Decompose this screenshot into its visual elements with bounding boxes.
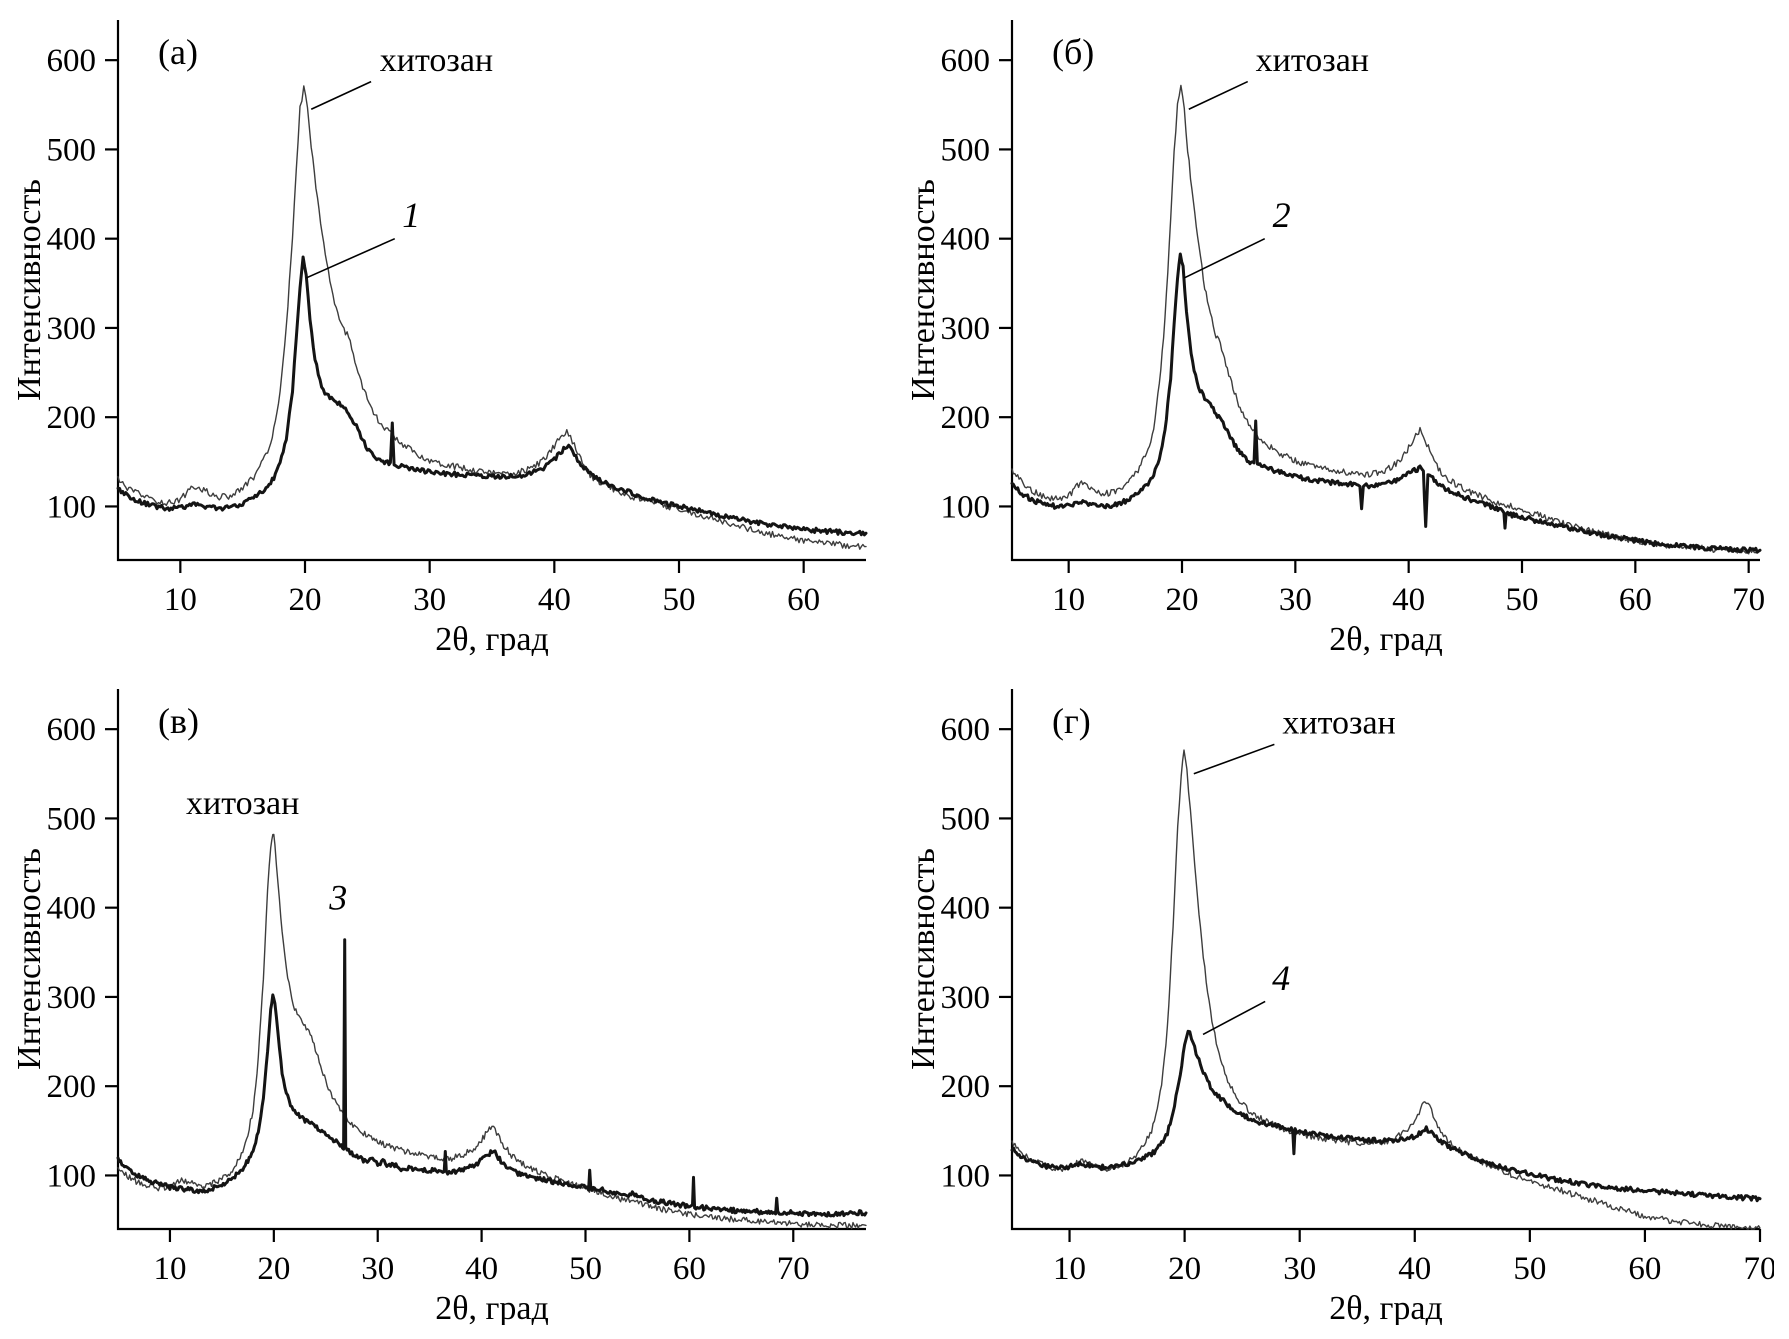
panel-v-label: (в) [158, 701, 199, 741]
x-tick-label: 10 [153, 1251, 186, 1287]
x-tick-label: 60 [787, 582, 820, 618]
panel-v-plot-area: 100 200 300 400 500 600 10 20 30 40 50 60 70 хитозан 3 [47, 688, 868, 1287]
y-tick-label: 500 [941, 801, 991, 837]
x-tick-label: 50 [569, 1251, 602, 1287]
panel-a-x-axis-title: 2θ, град [435, 621, 549, 656]
annotation-leader-line [1202, 1000, 1266, 1035]
panel-b-chart: 100 200 300 400 500 600 10 20 30 40 50 60 70 хитозан 2… [900, 8, 1774, 656]
panel-b-x-axis-title: 2θ, град [1329, 621, 1443, 656]
panel-a-chart: 100 200 300 400 500 600 10 20 30 40 50 60 хитозан 1 (… [6, 8, 880, 656]
panel-g-x-axis-title: 2θ, град [1329, 1290, 1443, 1325]
x-tick-label: 40 [465, 1251, 498, 1287]
x-tick-label: 70 [777, 1251, 810, 1287]
y-tick-label: 100 [47, 1158, 97, 1194]
x-tick-label: 50 [663, 582, 696, 618]
curve-хитозан [117, 85, 867, 550]
panel-b-plot-area: 100 200 300 400 500 600 10 20 30 40 50 60 70 хитозан 2 [941, 20, 1765, 618]
annotation-leader-line [310, 80, 372, 110]
y-tick-label: 400 [47, 890, 97, 926]
annotation-leader-line [305, 237, 396, 279]
annotation-leader-line [1193, 743, 1275, 775]
annotation-label: хитозан [186, 784, 299, 821]
y-tick-label: 200 [47, 400, 97, 436]
panel-a-y-axis-title: Интенсивность [11, 179, 48, 401]
x-tick-label: 40 [1392, 582, 1425, 618]
curve-4 [1010, 1029, 1762, 1202]
y-tick-label: 600 [941, 712, 991, 748]
annotation-label: хитозан [1256, 42, 1369, 79]
x-tick-label: 10 [1053, 1251, 1086, 1287]
annotation-label: 3 [328, 877, 347, 917]
x-tick-label: 10 [164, 582, 197, 618]
panel-a: 100 200 300 400 500 600 10 20 30 40 50 60 хитозан 1 (… [6, 8, 892, 656]
annotation-label: хитозан [380, 42, 493, 79]
panel-b: 100 200 300 400 500 600 10 20 30 40 50 60 70 хитозан 2… [900, 8, 1786, 656]
annotation-leader-line [1188, 80, 1249, 110]
x-tick-label: 50 [1513, 1251, 1546, 1287]
annotation-leader-line [1183, 237, 1266, 279]
y-tick-label: 400 [941, 890, 991, 926]
annotation-label: хитозан [1282, 704, 1395, 741]
y-tick-label: 100 [47, 489, 97, 525]
annotation-label: 2 [1273, 195, 1291, 235]
annotation-label: 4 [1272, 957, 1290, 997]
y-tick-label: 300 [47, 979, 97, 1015]
y-tick-label: 200 [941, 400, 991, 436]
y-tick-label: 500 [47, 132, 97, 168]
y-tick-label: 400 [941, 222, 991, 258]
panel-g: 100 200 300 400 500 600 10 20 30 40 50 60 70 хитозан 4… [900, 676, 1786, 1325]
y-tick-label: 100 [941, 489, 991, 525]
x-tick-label: 60 [673, 1251, 706, 1287]
y-tick-label: 300 [47, 311, 97, 347]
y-tick-label: 500 [941, 132, 991, 168]
x-tick-label: 50 [1506, 582, 1539, 618]
x-tick-label: 30 [1279, 582, 1312, 618]
x-tick-label: 20 [289, 582, 322, 618]
panel-g-label: (г) [1052, 701, 1091, 741]
y-tick-label: 400 [47, 222, 97, 258]
x-tick-label: 10 [1052, 582, 1085, 618]
panel-g-chart: 100 200 300 400 500 600 10 20 30 40 50 60 70 хитозан 4… [900, 676, 1775, 1325]
x-tick-label: 30 [361, 1251, 394, 1287]
x-tick-label: 60 [1628, 1251, 1661, 1287]
panel-v-chart: 100 200 300 400 500 600 10 20 30 40 50 60 70 хитозан 3… [6, 676, 880, 1325]
x-tick-label: 20 [1168, 1251, 1201, 1287]
curve-3 [116, 937, 868, 1218]
panel-v-x-axis-title: 2θ, град [435, 1290, 549, 1325]
x-tick-label: 20 [1166, 582, 1199, 618]
panel-g-y-axis-title: Интенсивность [905, 848, 942, 1070]
panel-b-y-axis-title: Интенсивность [905, 179, 942, 401]
y-tick-label: 200 [941, 1069, 991, 1105]
x-tick-label: 40 [1398, 1251, 1431, 1287]
y-tick-label: 600 [47, 712, 97, 748]
panel-b-label: (б) [1052, 32, 1094, 72]
panel-v: 100 200 300 400 500 600 10 20 30 40 50 60 70 хитозан 3… [6, 676, 892, 1325]
y-tick-label: 500 [47, 801, 97, 837]
curve-1 [116, 255, 868, 537]
panel-g-plot-area: 100 200 300 400 500 600 10 20 30 40 50 60 70 хитозан 4 [941, 688, 1775, 1287]
panel-a-plot-area: 100 200 300 400 500 600 10 20 30 40 50 60 хитозан 1 [47, 20, 868, 618]
x-tick-label: 40 [538, 582, 571, 618]
panel-v-y-axis-title: Интенсивность [11, 848, 48, 1070]
annotation-label: 1 [402, 195, 420, 235]
curve-хитозан [1011, 748, 1761, 1230]
x-tick-label: 30 [1283, 1251, 1316, 1287]
x-tick-label: 20 [257, 1251, 290, 1287]
y-tick-label: 300 [941, 311, 991, 347]
y-tick-label: 300 [941, 979, 991, 1015]
y-tick-label: 600 [941, 43, 991, 79]
x-tick-label: 30 [413, 582, 446, 618]
y-tick-label: 200 [47, 1069, 97, 1105]
x-tick-label: 70 [1732, 582, 1765, 618]
curve-2 [1010, 252, 1762, 554]
x-tick-label: 60 [1619, 582, 1652, 618]
y-tick-label: 100 [941, 1158, 991, 1194]
y-tick-label: 600 [47, 43, 97, 79]
panel-a-label: (а) [158, 32, 198, 72]
curve-хитозан [117, 833, 867, 1229]
x-tick-label: 70 [1744, 1251, 1775, 1287]
